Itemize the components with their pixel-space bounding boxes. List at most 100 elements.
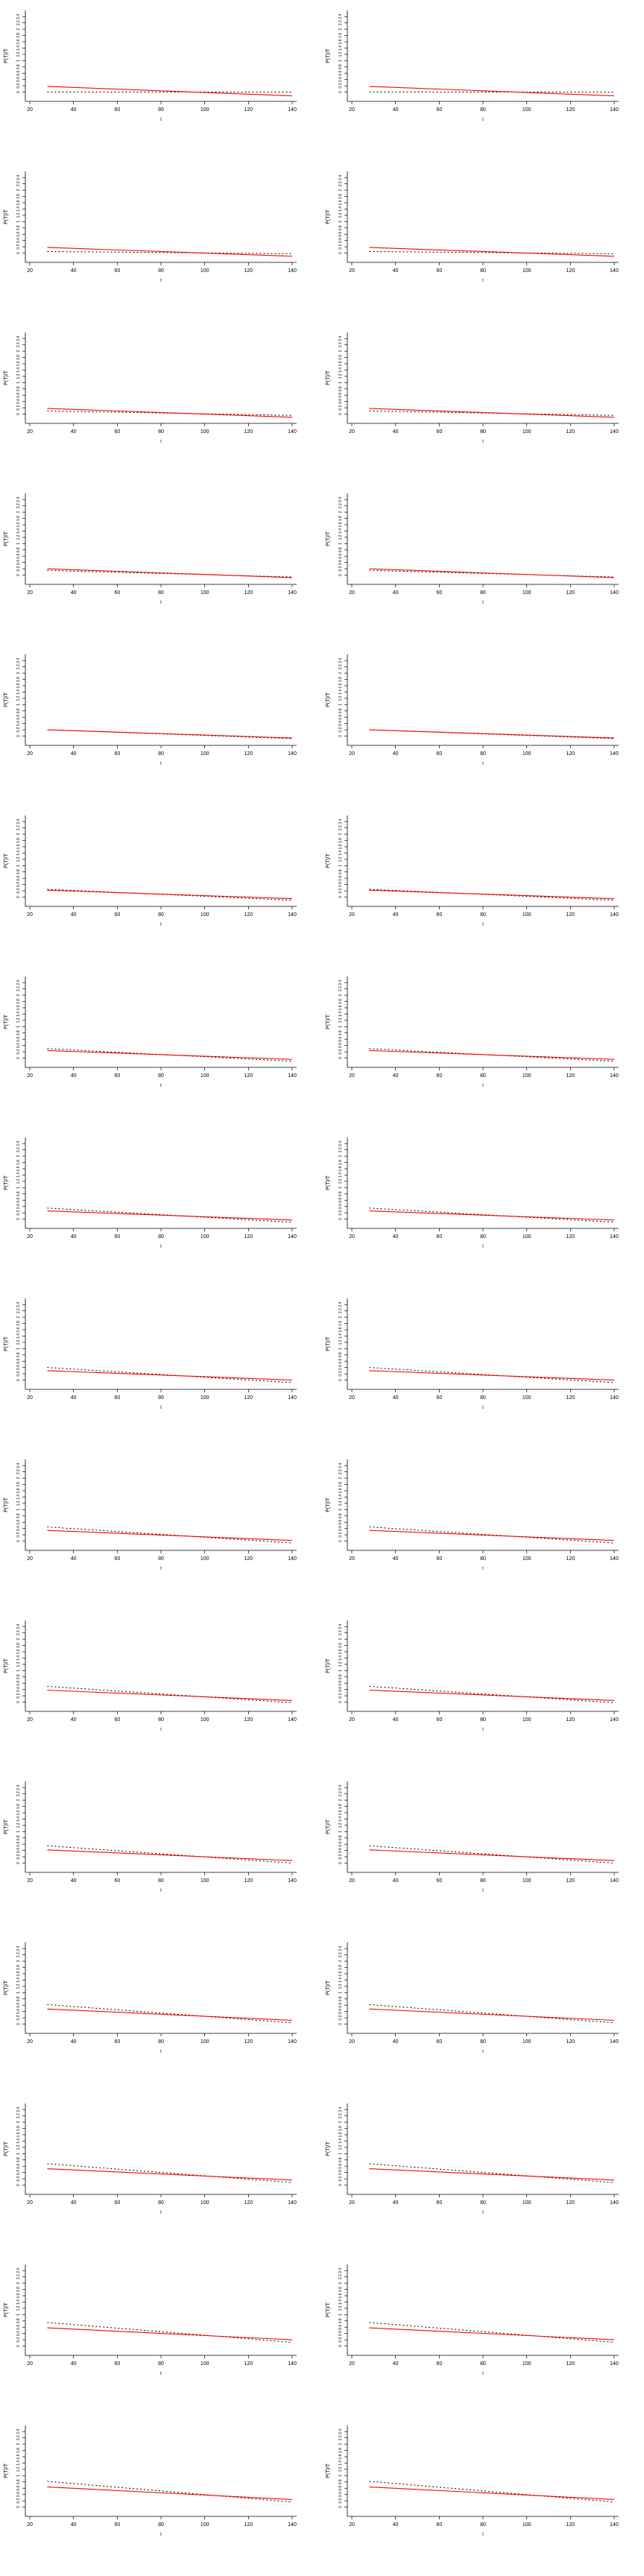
y-tick-label: 0.4 xyxy=(338,2331,343,2336)
x-tick-label: 40 xyxy=(393,1556,399,1562)
x-tick-label: 40 xyxy=(71,429,77,435)
y-tick-label: 1.2 xyxy=(16,1339,21,1345)
y-tick-label: 0.4 xyxy=(338,238,343,243)
y-tick-label: 1.2 xyxy=(338,1017,343,1023)
x-tick-label: 140 xyxy=(288,1717,297,1723)
y-tick-label: 0 xyxy=(16,252,21,254)
y-tick-label: 1 xyxy=(16,2153,21,2155)
x-tick-label: 40 xyxy=(393,268,399,274)
y-axis-title: P(T)/T xyxy=(4,370,9,385)
x-tick-label: 40 xyxy=(393,2039,399,2045)
x-tick-label: 140 xyxy=(610,1234,619,1240)
y-tick-label: 2.4 xyxy=(338,14,343,19)
y-tick-label: 1.8 xyxy=(338,1482,343,1487)
y-tick-label: 2.2 xyxy=(16,1791,21,1796)
y-tick-label: 0.4 xyxy=(338,1204,343,1209)
x-tick-label: 100 xyxy=(523,2039,531,2045)
series-model-line xyxy=(369,889,615,900)
y-tick-label: 1.2 xyxy=(16,695,21,701)
x-tick-label: 80 xyxy=(480,1717,486,1723)
chart-panel-23: 20 40 60 80 100 120 140 0 0.20.40.6 0.8 1 1.21.41.6… xyxy=(4,1781,297,1893)
x-tick-label: 140 xyxy=(610,429,619,435)
y-tick-label: 0.8 xyxy=(16,1030,21,1035)
y-tick-label: 1.2 xyxy=(16,2305,21,2311)
y-tick-label: 0.4 xyxy=(16,1204,21,1209)
y-tick-label: 1.6 xyxy=(16,683,21,688)
y-tick-label: 0.6 xyxy=(338,1520,343,1525)
y-tick-label: 0.2 xyxy=(16,1532,21,1537)
y-tick-label: 0.2 xyxy=(16,566,21,571)
y-tick-label: 0.4 xyxy=(16,1687,21,1692)
y-axis-title: P(T)/T xyxy=(326,1819,331,1834)
chart-panel-4: 20 40 60 80 100 120 140 0 0.20.40.6 0.8 1 1.21.41.6… xyxy=(326,171,619,283)
y-tick-label: 1.6 xyxy=(338,844,343,849)
x-tick-label: 60 xyxy=(114,590,120,596)
x-axis-title: t xyxy=(160,1728,162,1732)
y-tick-label: 2.4 xyxy=(16,819,21,824)
y-tick-label: 1.6 xyxy=(338,1327,343,1332)
y-tick-label: 1.2 xyxy=(16,373,21,379)
x-tick-label: 20 xyxy=(27,268,33,274)
y-tick-label: 2 xyxy=(338,1155,343,1158)
series-model-line xyxy=(369,1849,615,1861)
x-tick-label: 20 xyxy=(27,1073,33,1079)
y-tick-label: 0.4 xyxy=(338,2492,343,2497)
x-tick-label: 140 xyxy=(610,1717,619,1723)
y-tick-label: 2 xyxy=(338,994,343,997)
y-tick-label: 1.2 xyxy=(16,1178,21,1184)
y-tick-label: 1.8 xyxy=(16,1804,21,1809)
y-tick-label: 0.6 xyxy=(16,2164,21,2169)
x-tick-label: 20 xyxy=(349,429,355,435)
x-axis-title: t xyxy=(482,2533,484,2537)
y-tick-label: 0.8 xyxy=(338,2157,343,2162)
x-tick-label: 120 xyxy=(244,1234,253,1240)
series-model-line xyxy=(369,247,615,257)
y-tick-label: 2.4 xyxy=(338,1624,343,1629)
chart-panel-5: 20 40 60 80 100 120 140 0 0.20.40.6 0.8 1 1.21.41.6… xyxy=(4,332,297,444)
x-tick-label: 20 xyxy=(27,1556,33,1562)
y-tick-label: 1.4 xyxy=(338,1977,343,1983)
chart-panel-3: 20 40 60 80 100 120 140 0 0.20.40.6 0.8 1 1.21.41.6… xyxy=(4,171,297,283)
x-tick-label: 40 xyxy=(71,912,77,918)
x-tick-label: 100 xyxy=(523,2200,531,2206)
y-tick-label: 1.6 xyxy=(338,1488,343,1493)
x-tick-label: 20 xyxy=(27,429,33,435)
y-tick-label: 0 xyxy=(16,413,21,415)
y-tick-label: 0.4 xyxy=(16,1043,21,1048)
y-tick-label: 1.8 xyxy=(16,838,21,843)
x-tick-label: 60 xyxy=(436,1556,442,1562)
x-tick-label: 80 xyxy=(158,1234,164,1240)
x-tick-label: 60 xyxy=(114,2361,120,2367)
y-tick-label: 0.4 xyxy=(338,1043,343,1048)
x-tick-label: 20 xyxy=(349,2361,355,2367)
x-tick-label: 140 xyxy=(288,2039,297,2045)
y-tick-label: 1.2 xyxy=(16,856,21,862)
y-tick-label: 2.4 xyxy=(16,1624,21,1629)
series-model-line xyxy=(369,2008,615,2021)
y-tick-label: 2.2 xyxy=(338,664,343,669)
x-tick-label: 80 xyxy=(480,590,486,596)
y-tick-label: 2.4 xyxy=(16,497,21,502)
series-model-line xyxy=(369,2168,615,2181)
x-tick-label: 120 xyxy=(566,912,575,918)
y-tick-label: 1.8 xyxy=(16,677,21,682)
y-tick-label: 1.6 xyxy=(16,39,21,44)
y-tick-label: 1.6 xyxy=(338,1005,343,1010)
y-tick-label: 1.6 xyxy=(16,844,21,849)
y-tick-label: 1.2 xyxy=(16,1661,21,1667)
y-tick-label: 1.4 xyxy=(16,528,21,534)
y-tick-label: 0 xyxy=(338,1701,343,1703)
y-tick-label: 2 xyxy=(16,2282,21,2285)
y-tick-label: 2.4 xyxy=(338,1463,343,1468)
y-tick-label: 2.2 xyxy=(338,1952,343,1957)
x-tick-label: 40 xyxy=(71,2039,77,2045)
x-tick-label: 40 xyxy=(71,1395,77,1401)
y-tick-label: 2.4 xyxy=(16,1141,21,1146)
x-axis-title: t xyxy=(482,1406,484,1410)
x-axis-title: t xyxy=(482,1084,484,1088)
series-model-line xyxy=(47,1689,293,1701)
y-tick-label: 0.2 xyxy=(16,244,21,249)
y-tick-label: 1.2 xyxy=(16,2466,21,2472)
y-tick-label: 2.2 xyxy=(338,1469,343,1474)
x-tick-label: 140 xyxy=(288,1073,297,1079)
